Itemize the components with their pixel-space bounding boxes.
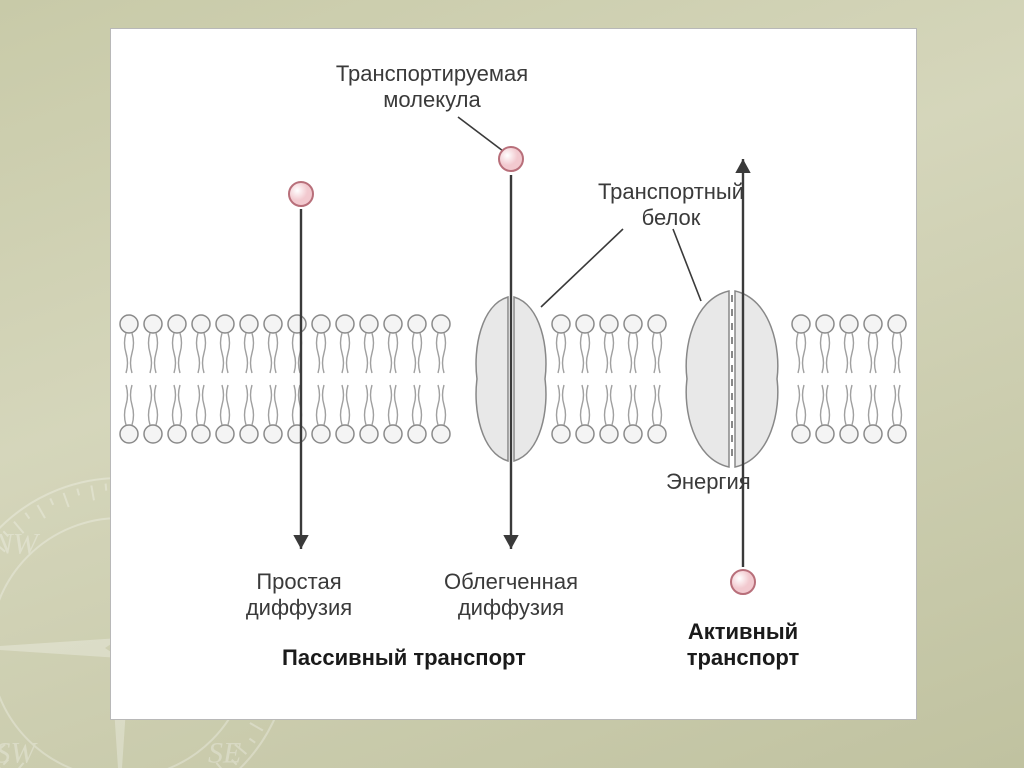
label-energy: Энергия <box>666 469 751 494</box>
svg-text:NW: NW <box>0 527 41 560</box>
svg-text:SW: SW <box>0 737 38 768</box>
figure-svg: Транспортируемаямолекула Транспортныйбело… <box>111 29 916 719</box>
label-passive-transport: Пассивный транспорт <box>282 645 526 670</box>
svg-text:диффузия: диффузия <box>458 595 564 620</box>
svg-text:молекула: молекула <box>383 87 481 112</box>
label-transport-protein: Транспортный <box>598 179 744 204</box>
label-simple-diffusion: Простая <box>256 569 341 594</box>
label-active-transport: Активный <box>688 619 798 644</box>
svg-text:SE: SE <box>208 737 241 768</box>
svg-text:транспорт: транспорт <box>687 645 800 670</box>
svg-text:диффузия: диффузия <box>246 595 352 620</box>
membrane-transport-figure: Транспортируемаямолекула Транспортныйбело… <box>110 28 917 720</box>
slide-background: NNEESESSWWNW ТранспортируемаямолекулаТра… <box>0 0 1024 768</box>
label-facilitated-diffusion: Облегченная <box>444 569 578 594</box>
label-transported-molecule: Транспортируемая <box>336 61 528 86</box>
svg-text:белок: белок <box>642 205 701 230</box>
